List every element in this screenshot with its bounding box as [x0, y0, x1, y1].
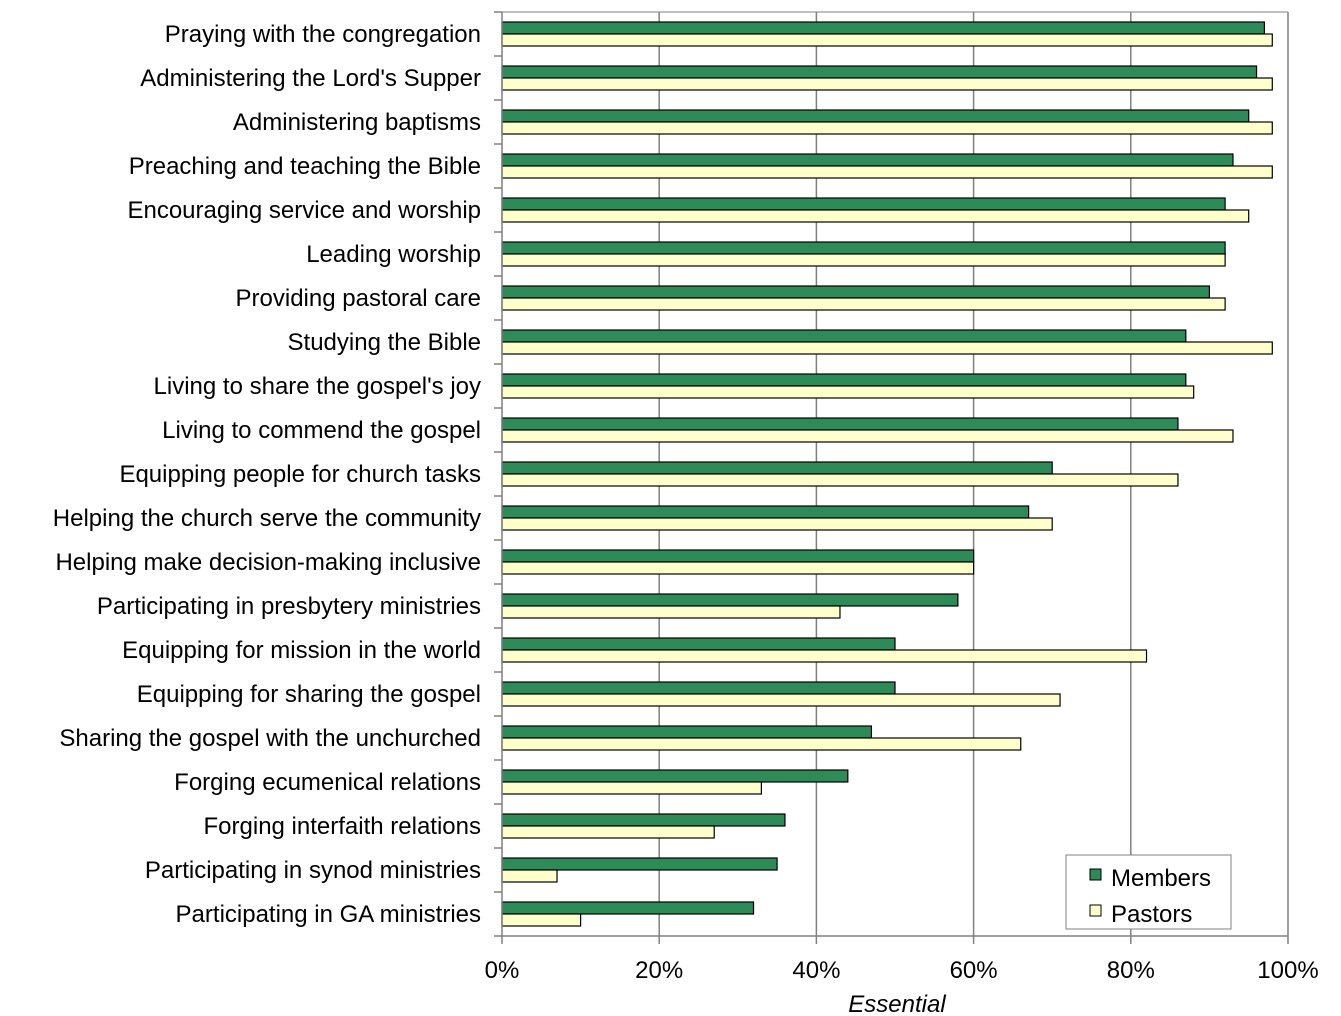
category-label: Praying with the congregation: [165, 21, 481, 48]
bar-pastors: [501, 33, 1273, 47]
axes: [494, 11, 1289, 944]
bar-members: [501, 769, 849, 783]
category-label: Studying the Bible: [288, 329, 481, 356]
bar-pastors: [501, 165, 1273, 179]
bar-members: [501, 65, 1258, 79]
category-label: Helping the church serve the community: [53, 505, 481, 532]
x-tick-label: 80%: [1107, 957, 1155, 984]
bar-pastors: [501, 649, 1148, 663]
bar-pastors: [501, 429, 1234, 443]
category-label: Preaching and teaching the Bible: [129, 153, 481, 180]
bar-pastors: [501, 297, 1226, 311]
bar-pastors: [501, 693, 1061, 707]
bar-pastors: [501, 561, 975, 575]
category-label: Participating in presbytery ministries: [97, 593, 481, 620]
bar-pastors: [501, 825, 715, 839]
x-axis-title: Essential: [848, 991, 946, 1016]
bar-members: [501, 153, 1234, 167]
bar-members: [501, 857, 778, 871]
bar-members: [501, 197, 1226, 211]
x-tick-label: 100%: [1257, 957, 1318, 984]
category-label: Forging ecumenical relations: [174, 769, 481, 796]
bar-members: [501, 549, 975, 563]
category-label: Encouraging service and worship: [127, 197, 481, 224]
legend-label-pastors: Pastors: [1111, 901, 1192, 928]
bar-pastors: [501, 121, 1273, 135]
bar-members: [501, 461, 1053, 475]
legend-box: [1065, 854, 1232, 930]
category-label: Participating in synod ministries: [145, 857, 481, 884]
bar-pastors: [501, 473, 1179, 487]
bar-members: [501, 285, 1211, 299]
legend-swatch-pastors: [1089, 904, 1102, 917]
bar-members: [501, 329, 1187, 343]
bar-members: [501, 373, 1187, 387]
x-tick-label: 0%: [485, 957, 520, 984]
bar-members: [501, 637, 896, 651]
tick-labels: 0% 20% 40% 60% 80% 100%: [485, 957, 1319, 984]
bar-members: [501, 21, 1266, 35]
x-tick-label: 60%: [950, 957, 998, 984]
bar-members: [501, 813, 786, 827]
bar-members: [501, 505, 1030, 519]
bar-pastors: [501, 517, 1053, 531]
category-label: Equipping for mission in the world: [122, 637, 481, 664]
category-label: Equipping people for church tasks: [119, 461, 481, 488]
bar-pastors: [501, 209, 1250, 223]
bar-pastors: [501, 869, 558, 883]
legend-swatch-members: [1089, 868, 1102, 881]
bar-pastors: [501, 781, 762, 795]
bar-members: [501, 593, 959, 607]
bar-pastors: [501, 341, 1273, 355]
bar-members: [501, 901, 755, 915]
category-label: Administering baptisms: [233, 109, 481, 136]
category-label: Participating in GA ministries: [176, 901, 481, 928]
category-labels: Praying with the congregation Administeri…: [53, 21, 481, 928]
category-label: Living to commend the gospel: [162, 417, 481, 444]
category-label: Administering the Lord's Supper: [140, 65, 481, 92]
bar-pastors: [501, 913, 582, 927]
bar-members: [501, 241, 1226, 255]
bar-members: [501, 417, 1179, 431]
bar-members: [501, 681, 896, 695]
category-label: Forging interfaith relations: [204, 813, 481, 840]
bar-members: [501, 109, 1250, 123]
x-tick-label: 40%: [792, 957, 840, 984]
category-label: Helping make decision-making inclusive: [55, 549, 481, 576]
category-label: Sharing the gospel with the unchurched: [59, 725, 481, 752]
legend-label-members: Members: [1111, 865, 1211, 892]
bar-pastors: [501, 385, 1195, 399]
category-label: Living to share the gospel's joy: [154, 373, 481, 400]
x-tick-label: 20%: [635, 957, 683, 984]
bar-pastors: [501, 253, 1226, 267]
bar-pastors: [501, 77, 1273, 91]
bar-pastors: [501, 737, 1022, 751]
category-label: Leading worship: [306, 241, 481, 268]
bar-pastors: [501, 605, 841, 619]
legend: Members Pastors: [1065, 854, 1232, 930]
category-label: Providing pastoral care: [236, 285, 481, 312]
bar-members: [501, 725, 873, 739]
category-label: Equipping for sharing the gospel: [137, 681, 481, 708]
